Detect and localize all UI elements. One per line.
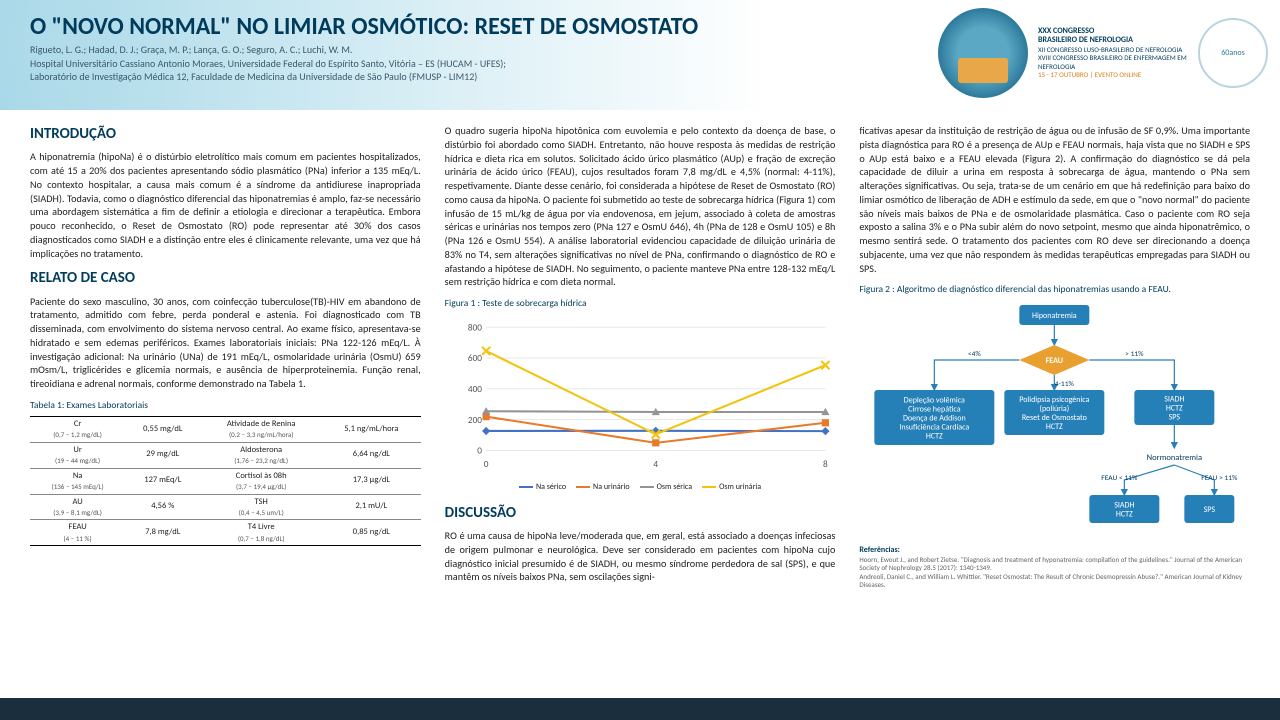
column-3: ficativas apesar da instituição de restr… [859,124,1250,696]
svg-text:400: 400 [468,384,482,395]
line-chart: 0 200 400 600 800 0 4 8 [445,314,836,474]
svg-text:800: 800 [468,322,482,333]
svg-text:SPS: SPS [1204,505,1216,515]
content-area: INTRODUÇÃO A hiponatremia (hipoNa) é o d… [0,110,1280,696]
svg-text:Normonatremia: Normonatremia [1147,453,1202,463]
svg-text:4-11%: 4-11% [1055,380,1075,389]
case-heading: RELATO DE CASO [30,268,421,288]
chart-legend: Na séricoNa urinárioOsm séricaOsm urinár… [445,482,836,493]
ref-2: Andreoli, Daniel C., and William L. Whit… [859,572,1242,589]
table-caption: Tabela 1: Exames Laboratoriais [30,399,421,412]
discussion-text-1: RO é uma causa de hipoNa leve/moderada q… [445,529,836,584]
svg-text:Hiponatremia: Hiponatremia [1032,311,1077,321]
society-logo-icon: 60anos [1198,18,1268,88]
svg-text:<4%: <4% [968,350,982,359]
svg-text:8: 8 [823,459,828,470]
congress-text: XXX CONGRESSO BRASILEIRO DE NEFROLOGIA X… [1038,27,1188,80]
fig2-caption: Figura 2 : Algoritmo de diagnóstico dife… [859,283,1250,296]
svg-text:> 11%: > 11% [1125,350,1144,359]
ref-1: Hoorn, Ewout J., and Robert Zietse. "Dia… [859,555,1242,572]
svg-text:0: 0 [477,446,482,457]
svg-text:FEAU < 11%: FEAU < 11% [1102,474,1139,483]
svg-text:200: 200 [468,415,482,426]
svg-text:600: 600 [468,353,482,364]
svg-text:HCTZ: HCTZ [1046,422,1063,432]
svg-text:SPS: SPS [1169,413,1181,423]
column-1: INTRODUÇÃO A hiponatremia (hipoNa) é o d… [30,124,421,696]
discussion-heading: DISCUSSÃO [445,503,836,523]
svg-text:HCTZ: HCTZ [1116,510,1133,520]
fig1-caption: Figura 1 : Teste de sobrecarga hídrica [445,297,836,310]
header-logos: XXX CONGRESSO BRASILEIRO DE NEFROLOGIA X… [938,8,1268,98]
col3-text: ficativas apesar da instituição de restr… [859,124,1250,275]
svg-text:4: 4 [653,459,658,470]
footer-bar [0,698,1280,720]
poster-header: O "NOVO NORMAL" NO LIMIAR OSMÓTICO: RESE… [0,0,1280,110]
flowchart: HiponatremiaFEAU<4%4-11%> 11%Depleção vo… [859,300,1250,540]
svg-text:FEAU: FEAU [1046,356,1063,366]
case-text: Paciente do sexo masculino, 30 anos, com… [30,295,421,391]
intro-text: A hiponatremia (hipoNa) é o distúrbio el… [30,150,421,260]
references: Referências: Hoorn, Ewout J., and Robert… [859,546,1250,589]
svg-text:FEAU > 11%: FEAU > 11% [1202,474,1239,483]
intro-heading: INTRODUÇÃO [30,124,421,144]
svg-text:0: 0 [483,459,488,470]
lab-table: Cr(0,7 – 1,2 mg/dL)0,55 mg/dLAtividade d… [30,416,421,547]
congress-logo-icon [938,8,1028,98]
svg-text:HCTZ: HCTZ [926,432,943,442]
column-2: O quadro sugeria hipoNa hipotônica com e… [445,124,836,696]
col2-text: O quadro sugeria hipoNa hipotônica com e… [445,124,836,289]
